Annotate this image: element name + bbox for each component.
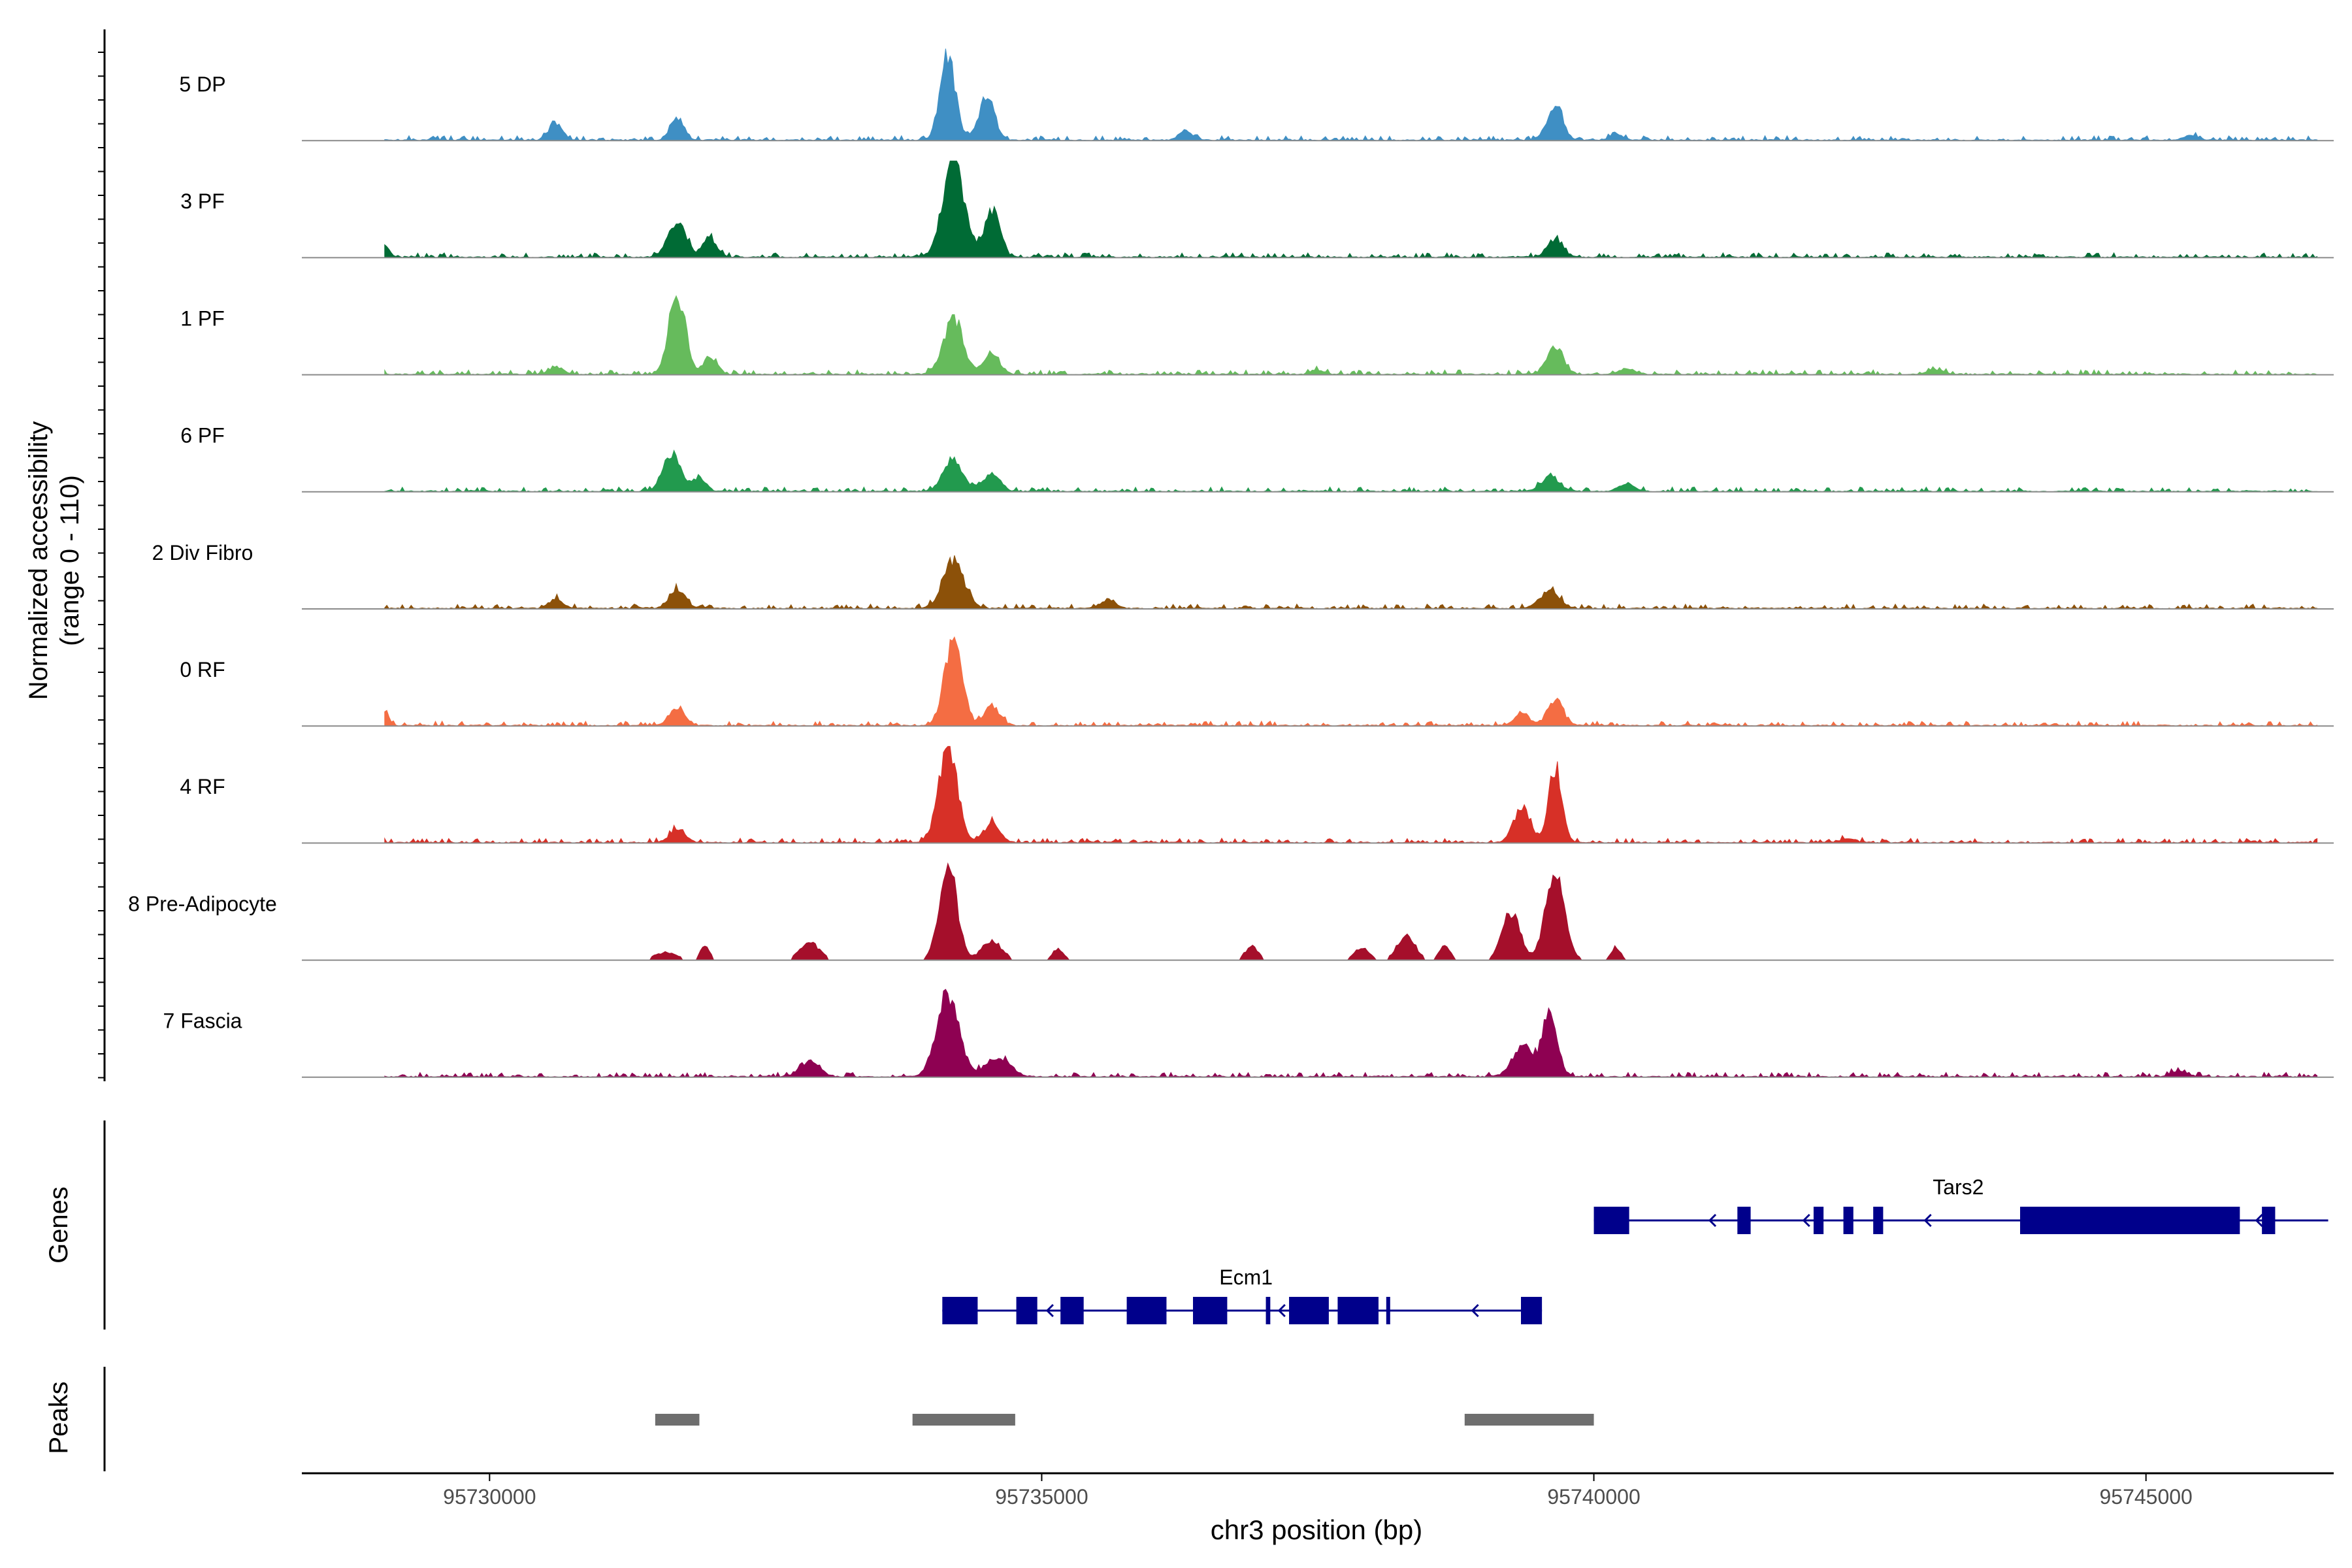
x-axis-label: chr3 position (bp) [1211,1514,1423,1545]
peaks-panel-label: Peaks [44,1381,73,1454]
x-tick-label: 95745000 [2099,1485,2192,1509]
track-2: 1 PF [180,295,2334,376]
coverage-area-3 [384,449,2318,493]
gene-track: Tars2 Ecm1 [942,1175,2328,1324]
coverage-area-2 [384,295,2318,376]
peaks-track [655,1414,1594,1426]
gene-exon [1737,1207,1751,1234]
peak-region [655,1414,700,1426]
strand-arrow [1923,1213,1932,1228]
gene-ecm1: Ecm1 [942,1266,1543,1324]
track-8: 7 Fascia [163,988,2334,1078]
x-tick-label: 95740000 [1547,1485,1640,1509]
gene-exon [1593,1207,1629,1234]
gene-exon [1016,1297,1037,1324]
track-0: 5 DP [179,48,2334,142]
gene-exon [1337,1297,1379,1324]
gene-exon [2262,1207,2276,1234]
track-6: 4 RF [180,745,2334,844]
track-3: 6 PF [180,424,2334,493]
gene-exon [1843,1207,1854,1234]
track-label: 3 PF [180,189,225,213]
peak-region [1464,1414,1594,1426]
genes-panel-label: Genes [44,1186,73,1264]
track-label: 0 RF [180,658,225,681]
strand-arrow [1708,1213,1717,1228]
x-axis: 95730000 95735000 95740000 95745000 [98,29,2334,1509]
coverage-area-8 [384,988,2318,1078]
track-label: 7 Fascia [163,1009,242,1033]
track-7: 8 Pre-Adipocyte [128,862,2334,961]
y-axis-label: Normalized accessibility [24,421,53,700]
gene-label: Ecm1 [1219,1266,1273,1289]
gene-exon [1126,1297,1167,1324]
strand-arrow [2255,1213,2263,1228]
track-label: 2 Div Fibro [152,541,253,564]
gene-tars2: Tars2 [1593,1175,2328,1234]
coverage-area-4 [384,555,2318,610]
x-tick-label: 95735000 [995,1485,1088,1509]
gene-exon [1266,1297,1271,1324]
gene-exon [1060,1297,1084,1324]
track-1: 3 PF [180,160,2334,259]
strand-arrow [1277,1303,1286,1318]
strand-arrow [1802,1213,1810,1228]
gene-exon [1873,1207,1884,1234]
coverage-area-1 [384,160,2318,259]
track-label: 5 DP [179,73,225,96]
coverage-area-0 [384,48,2318,142]
track-label: 8 Pre-Adipocyte [128,892,277,915]
gene-exon [1386,1297,1390,1324]
strand-arrow [1045,1303,1054,1318]
gene-exon [1521,1297,1543,1324]
gene-exon [1813,1207,1824,1234]
strand-arrow [1471,1303,1479,1318]
y-axis-label-range: (range 0 - 110) [56,475,84,646]
track-label: 6 PF [180,424,225,448]
gene-label: Tars2 [1933,1175,1984,1199]
coverage-tracks: 5 DP 3 PF 1 PF 6 PF 2 Div Fibro 0 RF 4 RF 8 Pre… [128,48,2334,1078]
coverage-area-7 [384,862,2317,961]
track-label: 4 RF [180,775,225,798]
gene-exon [1289,1297,1329,1324]
coverage-area-5 [384,636,2318,727]
gene-exon [1193,1297,1228,1324]
x-tick-label: 95730000 [443,1485,536,1509]
coverage-area-6 [384,745,2318,844]
track-4: 2 Div Fibro [152,541,2334,610]
gene-exon [2019,1207,2240,1234]
track-5: 0 RF [180,636,2334,727]
track-label: 1 PF [180,306,225,330]
gene-exon [942,1297,978,1324]
peak-region [912,1414,1015,1426]
